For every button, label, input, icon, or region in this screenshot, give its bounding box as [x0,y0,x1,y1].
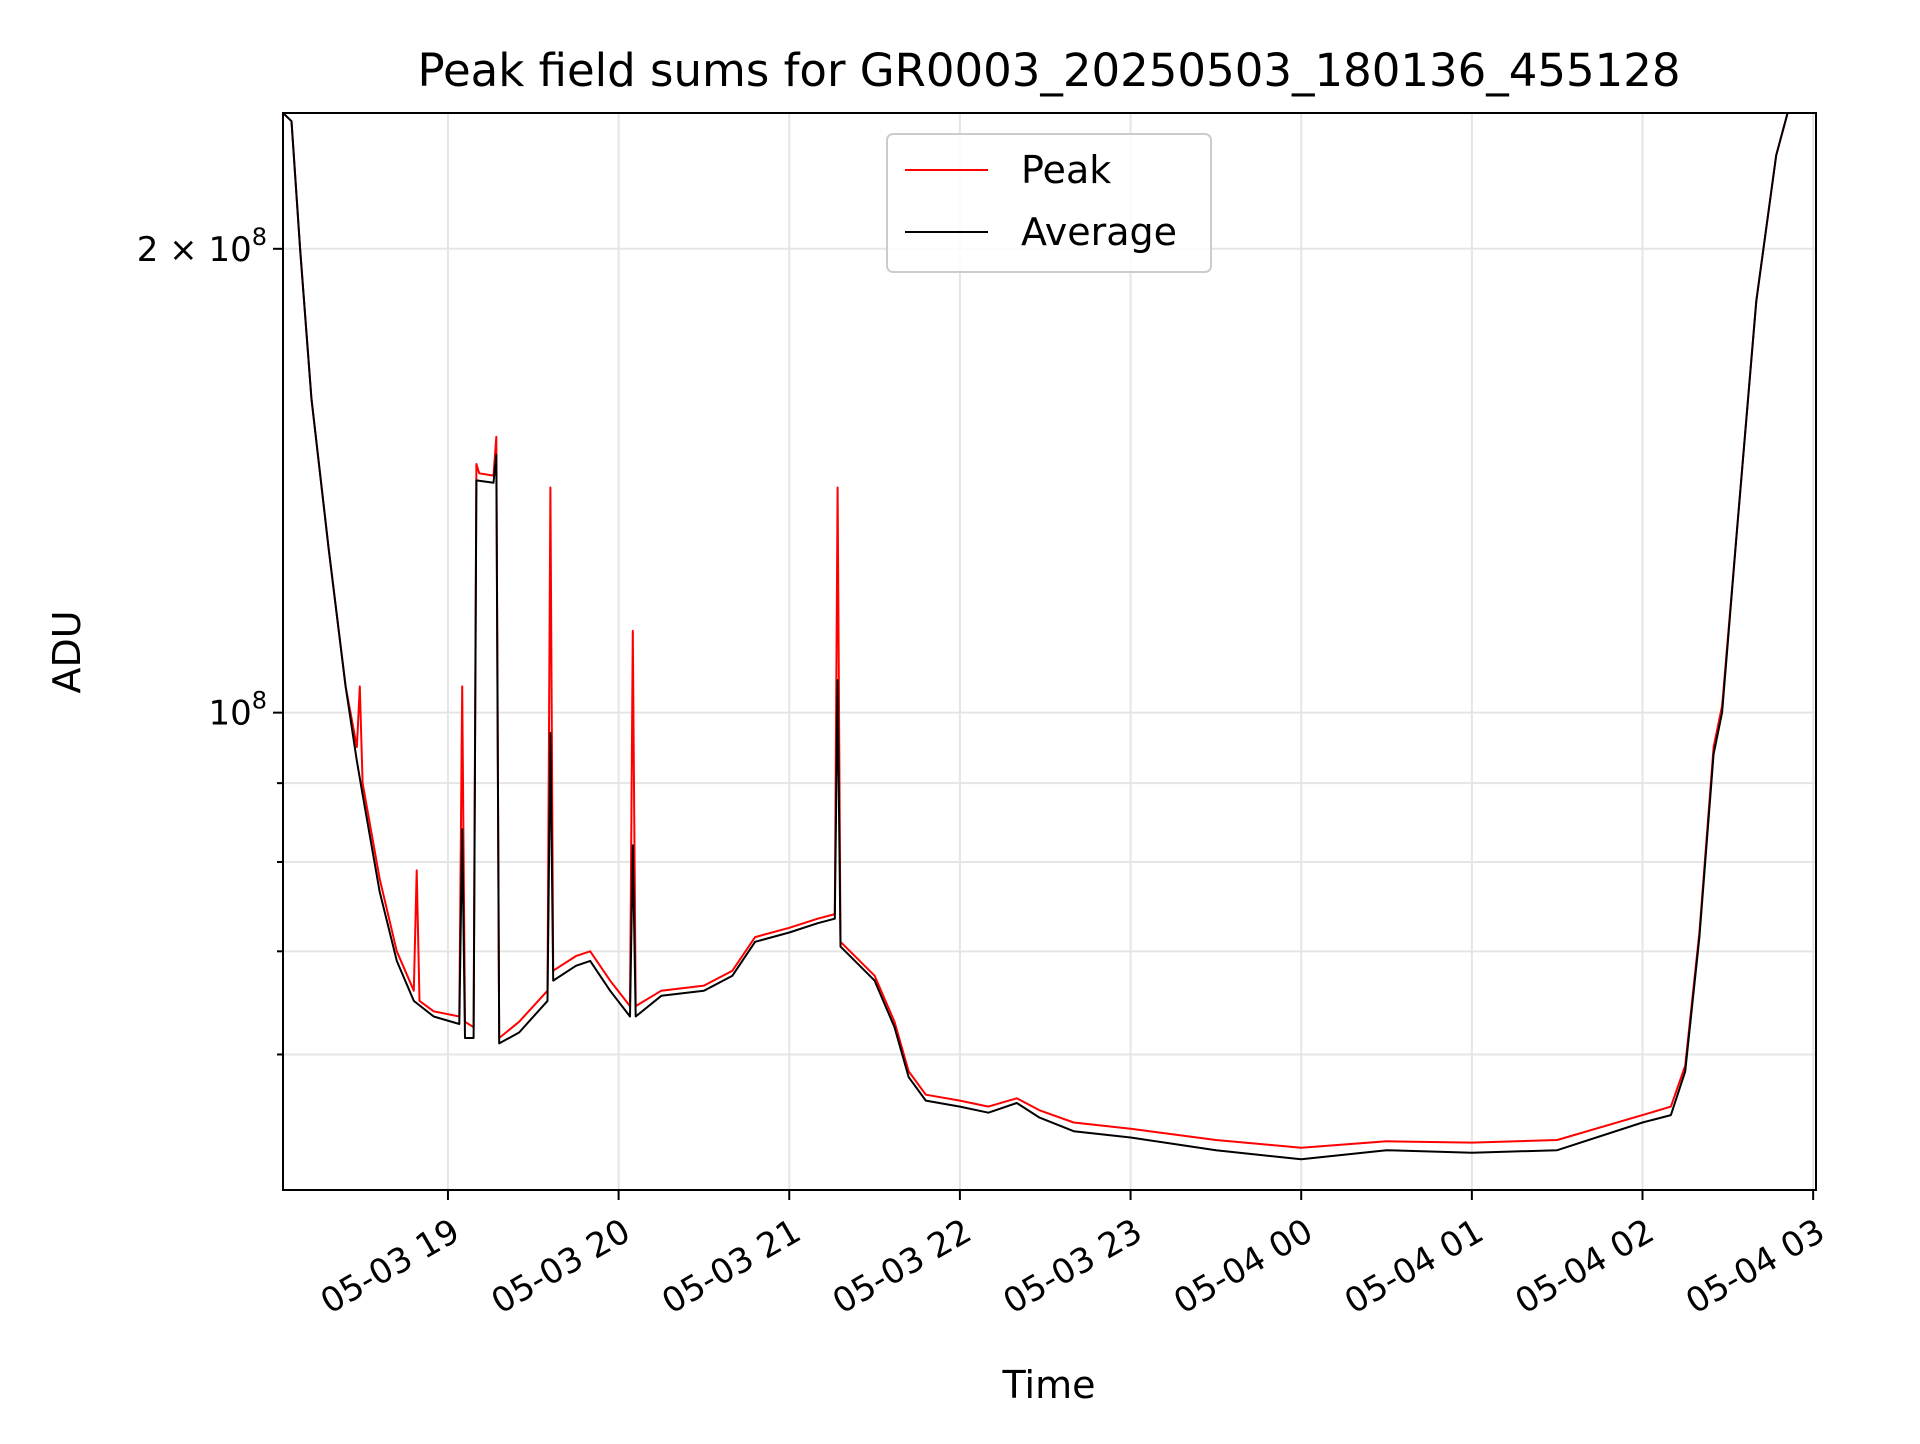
series-line-average [283,113,1816,1161]
legend: Peak Average [886,133,1212,273]
legend-box [886,133,1212,273]
series-layer [283,113,1816,1161]
chart-title: Peak field sums for GR0003_20250503_1801… [417,44,1680,97]
plot-frame [282,112,1817,1191]
legend-label-average: Average [1021,210,1177,254]
series-line-peak [283,113,1816,1149]
y-tick-label: 108 [208,687,267,734]
y-tick-label: 2 × 108 [137,223,267,270]
legend-label-peak: Peak [1021,148,1111,192]
x-axis-label: Time [1002,1363,1096,1407]
y-axis-label: ADU [45,610,89,693]
